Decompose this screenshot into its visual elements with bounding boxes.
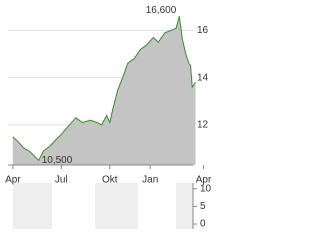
shade-band [95,183,138,229]
y-tick-label: 0 [200,219,206,230]
shade-band [176,183,193,229]
x-tick-label: Apr [196,175,212,186]
annotation: 10,500 [42,155,73,166]
y-tick-label: 10 [200,183,212,194]
shade-band [13,183,52,229]
price-line [12,16,196,162]
x-tick-label: Jul [55,175,68,186]
annotation: 16,600 [146,5,177,16]
y-tick-label: 16 [197,25,209,36]
y-tick-label: 5 [200,201,206,212]
x-tick-label: Apr [5,175,21,186]
x-tick-label: Jan [142,175,158,186]
stock-chart: 12 14 16 Apr Jul Okt Jan Apr 16,600 10,500 0 5 10 [5,5,212,230]
y-tick-label: 12 [197,120,209,131]
x-tick-label: Okt [102,175,118,186]
area-fill [12,16,196,165]
y-tick-label: 14 [197,72,209,83]
